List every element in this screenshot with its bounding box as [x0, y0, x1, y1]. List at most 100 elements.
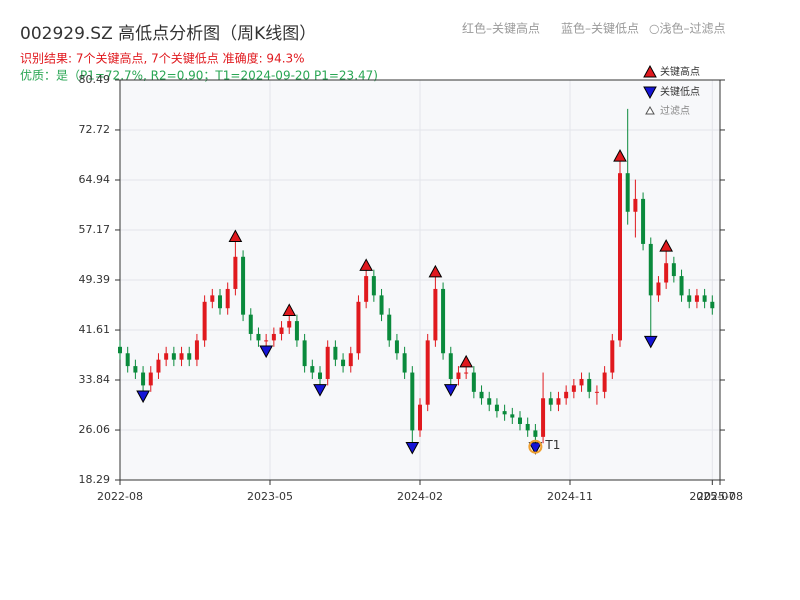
candle-body: [402, 353, 407, 373]
key-high: [459, 354, 473, 368]
candle-body: [171, 353, 176, 360]
candle-body: [648, 243, 653, 296]
x-tick-label: 2025-07: [689, 490, 735, 503]
candle-body: [625, 173, 630, 212]
candle-body: [710, 301, 715, 309]
candle-body: [264, 340, 269, 342]
note: ○浅色–过滤点: [649, 22, 725, 36]
candle-body: [433, 288, 438, 341]
y-tick-label: 41.61: [79, 323, 111, 336]
key-high: [359, 258, 373, 271]
candle-body: [464, 372, 469, 374]
candle-body: [371, 276, 376, 296]
candle-body: [410, 372, 415, 431]
candle-body: [656, 282, 661, 296]
candle-body: [587, 378, 592, 392]
key-high: [659, 239, 673, 252]
candle-body: [302, 340, 307, 367]
candle-body: [294, 321, 299, 341]
legend-symbol: [645, 105, 655, 115]
candle-body: [118, 346, 122, 354]
key-high: [282, 303, 297, 316]
x-tick-label: 2025-08: [697, 490, 743, 503]
candle-body: [618, 173, 622, 341]
candle-body: [148, 372, 153, 386]
quality: 优质：是（P1=72.7%, R2=0.90；T1=2024-09-20 P1=…: [20, 69, 378, 83]
key-high: [428, 264, 443, 278]
candle-body: [271, 333, 276, 341]
candle-body: [202, 301, 207, 341]
candle-body: [241, 256, 246, 315]
candle-body: [287, 321, 292, 328]
note: 红色–关键高点: [462, 21, 540, 36]
candle-body: [164, 353, 169, 360]
candle-body: [671, 263, 676, 277]
candle-body: [418, 404, 422, 431]
legend-symbol: [643, 64, 657, 78]
candle-body: [694, 295, 699, 302]
candle-body: [310, 366, 315, 373]
x-tick-label: 2024-02: [397, 490, 443, 503]
candle-body: [425, 340, 430, 405]
candle-body: [341, 359, 346, 367]
y-tick-label: 26.06: [79, 423, 111, 436]
key-low: [528, 442, 543, 455]
candle-body: [333, 346, 338, 360]
y-tick-label: 57.17: [79, 223, 111, 236]
candle-body: [356, 301, 361, 354]
candle-body: [471, 372, 476, 392]
candle-body: [225, 288, 230, 309]
y-tick-label: 72.72: [79, 123, 111, 136]
candle-body: [564, 391, 569, 399]
key-low: [313, 384, 327, 397]
candle-body: [218, 295, 222, 309]
candle-body: [156, 359, 161, 373]
candle-body: [594, 391, 599, 393]
key-low: [643, 335, 658, 349]
candle-body: [518, 417, 522, 424]
candle-body: [679, 276, 684, 296]
candle-body: [256, 333, 261, 341]
target-marker: [528, 439, 543, 454]
note: 蓝色–关键低点: [561, 22, 639, 36]
candle-body: [233, 256, 238, 289]
candle-body: [141, 372, 146, 386]
key-low: [443, 384, 458, 397]
candle-body: [602, 372, 607, 392]
candle-body: [548, 398, 553, 405]
key-high: [613, 149, 627, 162]
candle-body: [210, 295, 215, 302]
x-tick-label: 2024-11: [547, 490, 593, 503]
candle-body: [387, 314, 392, 341]
key-high: [228, 229, 243, 242]
candle-body: [479, 391, 484, 399]
candle-body: [441, 288, 446, 354]
key-low: [405, 441, 420, 455]
candle-body: [456, 372, 461, 379]
y-tick-label: 49.39: [79, 273, 111, 286]
candle-body: [687, 295, 692, 302]
candle-body: [571, 385, 576, 392]
candle-body: [510, 414, 515, 418]
legend-symbol: [643, 86, 657, 100]
candle-body: [487, 398, 492, 405]
candle-body: [541, 398, 546, 437]
candle-body: [502, 411, 507, 415]
y-tick-label: 64.94: [79, 173, 111, 186]
candle-body: [364, 276, 369, 302]
candle-body: [702, 295, 707, 302]
subtitle: 识别结果: 7个关键高点, 7个关键低点 准确度: 94.3%: [20, 51, 305, 66]
candle-body: [194, 340, 199, 360]
legend-label: 过滤点: [660, 104, 690, 117]
candle-body: [348, 353, 353, 367]
candle-body: [633, 198, 638, 212]
candle-body: [318, 372, 322, 379]
y-tick-label: 80.49: [79, 73, 111, 86]
candle-body: [579, 378, 584, 386]
y-tick-label: 18.29: [79, 473, 111, 486]
candle-body: [556, 398, 561, 405]
candle-body: [533, 430, 538, 437]
candle-body: [325, 346, 330, 379]
candle-body: [610, 340, 615, 373]
